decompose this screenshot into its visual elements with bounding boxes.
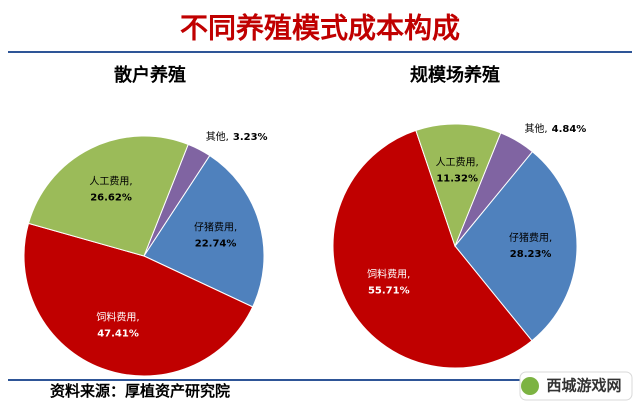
slice-label: 饲料费用,: [96, 311, 139, 324]
chart-title: 散户养殖: [114, 64, 186, 86]
pie-slice: [143, 154, 265, 308]
source: 资料来源：厚植资产研究院: [50, 382, 230, 400]
pie-slice: [27, 135, 189, 257]
page-title: 不同养殖模式成本构成: [180, 12, 460, 45]
pie-slice: [415, 123, 502, 248]
value-label: 26.62%: [90, 192, 132, 203]
slice-label: 人工费用,: [89, 174, 132, 187]
slice-label: 其他,: [524, 122, 547, 135]
value-label: 55.71%: [368, 286, 410, 297]
pie-slice: [23, 222, 254, 377]
value-label: 47.41%: [97, 329, 139, 340]
value-label: 22.74%: [195, 239, 237, 250]
watermark: 西城游戏网: [546, 377, 621, 395]
chart-title: 规模场养殖: [410, 64, 500, 86]
slice-label: 人工费用,: [436, 155, 479, 168]
value-label: 28.23%: [510, 249, 552, 260]
slice-label: 其他,: [206, 130, 229, 143]
slice-label: 仔猪费用,: [194, 221, 237, 234]
value-label: 4.84%: [552, 124, 587, 135]
pie-slice: [454, 151, 578, 342]
slice-label: 仔猪费用,: [509, 231, 552, 244]
watermark-icon: [521, 377, 539, 395]
value-label: 3.23%: [233, 132, 268, 143]
watermark-box: [519, 371, 633, 401]
value-label: 11.32%: [436, 173, 478, 184]
pie-slice: [332, 129, 533, 369]
slice-label: 饲料费用,: [367, 268, 410, 281]
